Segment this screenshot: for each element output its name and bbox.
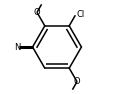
Text: O: O — [73, 77, 80, 86]
Text: N: N — [14, 42, 21, 52]
Text: Cl: Cl — [75, 10, 84, 19]
Text: O: O — [33, 8, 40, 17]
